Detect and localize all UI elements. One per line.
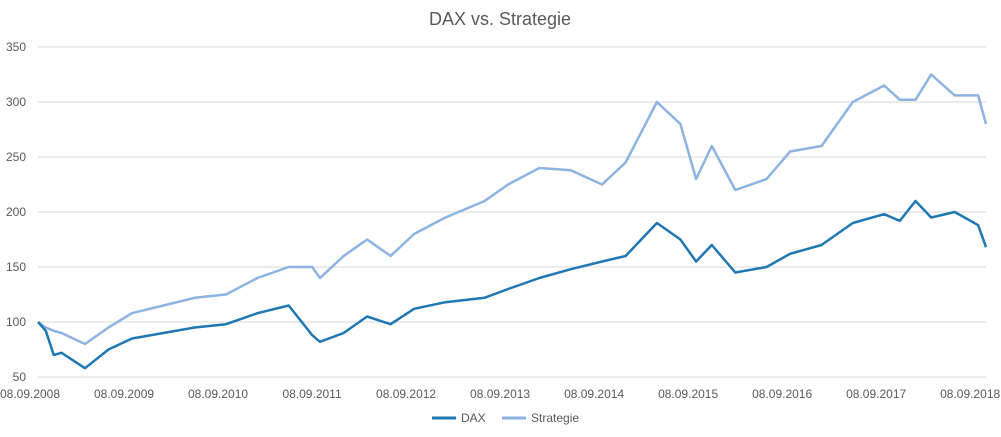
x-tick-label: 08.09.2017 [846,387,906,401]
x-tick-label: 08.09.2009 [94,387,154,401]
y-tick-label: 350 [6,40,26,54]
y-tick-label: 200 [6,205,26,219]
x-tick-label: 08.09.2012 [376,387,436,401]
x-tick-label: 08.09.2018 [940,387,1000,401]
x-tick-label: 08.09.2008 [0,387,60,401]
series-line-strategie [37,73,988,346]
chart-title: DAX vs. Strategie [429,9,571,29]
x-tick-label: 08.09.2016 [752,387,812,401]
series-line-dax [37,199,988,370]
y-tick-label: 250 [6,150,26,164]
x-tick-label: 08.09.2013 [470,387,530,401]
legend-label-dax: DAX [461,411,486,425]
x-axis-ticks: 08.09.2008 08.09.2009 08.09.2010 08.09.2011… [0,387,1001,401]
x-tick-label: 08.09.2015 [658,387,718,401]
y-tick-label: 100 [6,315,26,329]
x-tick-label: 08.09.2014 [564,387,624,401]
x-tick-label: 08.09.2011 [282,387,341,401]
legend: DAX Strategie [432,411,579,425]
y-tick-label: 300 [6,95,26,109]
gridlines [38,46,986,378]
series-lines [37,73,988,370]
y-axis-ticks: 350 300 250 200 150 100 50 [6,40,26,384]
y-tick-label: 50 [13,370,27,384]
y-tick-label: 150 [6,260,26,274]
legend-label-strategie: Strategie [531,411,579,425]
x-tick-label: 08.09.2010 [188,387,248,401]
